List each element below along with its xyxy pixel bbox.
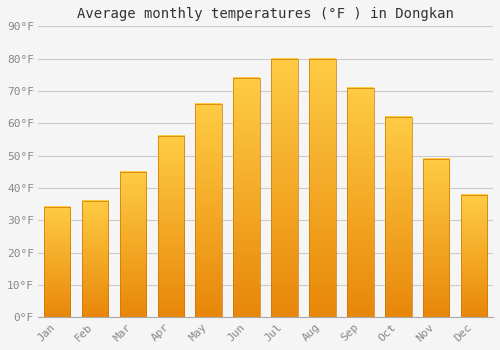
Bar — [44, 208, 70, 317]
Title: Average monthly temperatures (°F ) in Dongkan: Average monthly temperatures (°F ) in Do… — [77, 7, 454, 21]
Bar — [385, 117, 411, 317]
Bar — [423, 159, 450, 317]
Bar — [158, 136, 184, 317]
Bar — [347, 88, 374, 317]
Bar — [196, 104, 222, 317]
Bar — [309, 59, 336, 317]
Bar — [82, 201, 108, 317]
Bar — [461, 195, 487, 317]
Bar — [234, 78, 260, 317]
Bar — [272, 59, 298, 317]
Bar — [120, 172, 146, 317]
